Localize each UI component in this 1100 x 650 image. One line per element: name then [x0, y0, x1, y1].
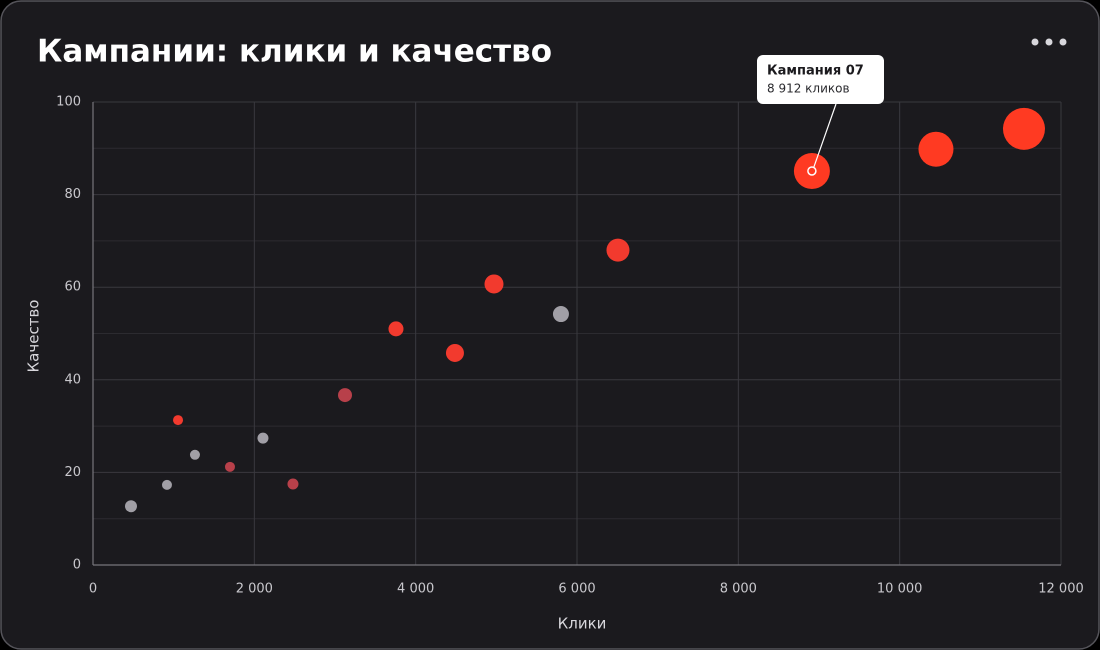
bubble — [918, 131, 954, 167]
grid: 0 20 40 60 80 100 0 2 000 4 000 6 000 8 000 10 000 1… — [56, 95, 1084, 597]
y-tick-label: 80 — [64, 187, 81, 202]
y-axis-label: Качество — [25, 300, 43, 373]
tooltip-title: Кампания 07 — [767, 64, 864, 79]
bubble — [173, 415, 184, 426]
bubble — [388, 321, 404, 337]
y-tick-label: 0 — [73, 558, 81, 573]
x-tick-label: 10 000 — [877, 582, 923, 597]
bubble — [224, 461, 235, 472]
bubble — [552, 306, 569, 323]
x-tick-label: 4 000 — [397, 582, 434, 597]
chart-title: Кампании: клики и качество — [37, 34, 552, 70]
y-tick-label: 40 — [64, 372, 81, 387]
tooltip-box — [757, 55, 884, 104]
menu-dot — [1031, 38, 1039, 46]
tooltip-text: 8 912 кликов — [767, 82, 850, 96]
bubble — [161, 479, 172, 490]
bubble — [124, 500, 137, 513]
tooltip-leader — [813, 103, 837, 168]
bubble — [1002, 107, 1045, 150]
menu-button[interactable] — [1031, 38, 1067, 46]
menu-dot — [1059, 38, 1067, 46]
y-tick-label: 60 — [64, 280, 81, 295]
x-tick-label: 2 000 — [236, 582, 273, 597]
bubble — [287, 478, 299, 490]
tooltip-anchor — [807, 166, 817, 176]
x-tick-label: 0 — [89, 582, 97, 597]
bubble — [189, 449, 200, 460]
bubble — [606, 238, 630, 262]
menu-dot — [1045, 38, 1053, 46]
bubble — [257, 432, 269, 444]
x-tick-label: 6 000 — [558, 582, 595, 597]
bubble — [445, 343, 464, 362]
bubble — [484, 274, 504, 294]
x-axis-label: Клики — [558, 615, 607, 633]
y-tick-label: 100 — [56, 95, 81, 110]
bubble — [793, 152, 830, 189]
x-tick-label: 12 000 — [1038, 582, 1084, 597]
tooltip: Кампания 07 8 912 кликов — [757, 55, 884, 176]
plot: Кампания 07 8 912 кликов — [124, 55, 1045, 513]
bubble — [338, 388, 353, 403]
y-tick-label: 20 — [64, 465, 81, 480]
x-tick-label: 8 000 — [720, 582, 757, 597]
